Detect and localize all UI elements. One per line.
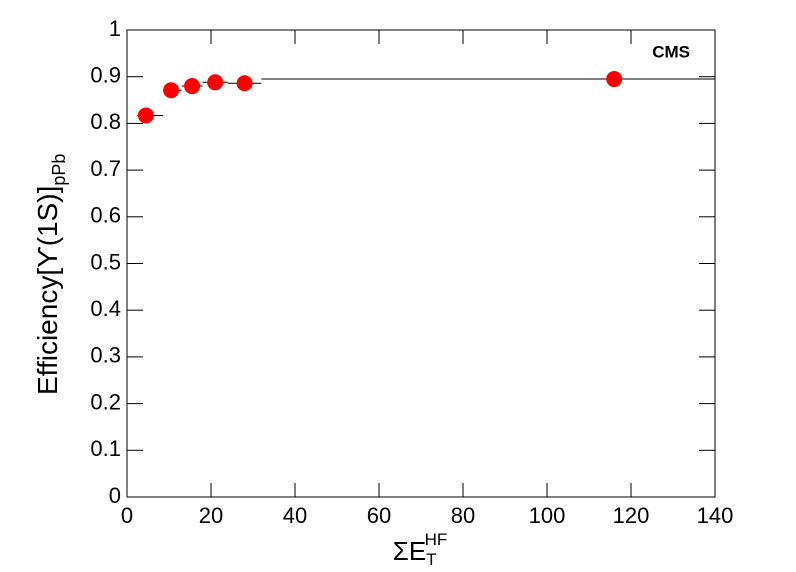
y-tick-label: 1 xyxy=(109,16,121,41)
data-point xyxy=(236,75,253,92)
y-tick-label: 0.6 xyxy=(90,203,121,228)
x-tick-label: 100 xyxy=(529,503,566,528)
y-tick-label: 0.4 xyxy=(90,296,121,321)
y-tick-label: 0.1 xyxy=(90,436,121,461)
data-point xyxy=(184,78,201,95)
x-label-sup: HF xyxy=(425,530,448,549)
x-tick-label: 120 xyxy=(613,503,650,528)
data-point xyxy=(137,107,154,124)
y-axis-label: Efficiency[ϒ(1S)]pPb xyxy=(32,154,68,395)
y-tick-label: 0.8 xyxy=(90,109,121,134)
y-tick-label: 0.9 xyxy=(90,63,121,88)
data-point xyxy=(606,71,623,88)
y-tick-label: 0.7 xyxy=(90,156,121,181)
plot-frame xyxy=(126,29,716,498)
y-label-sub: pPb xyxy=(49,154,69,186)
x-label-sub: T xyxy=(426,550,436,569)
y-tick-label: 0.5 xyxy=(90,249,121,274)
x-axis-label: ΣETHF xyxy=(393,530,447,569)
y-tick-label: 0.3 xyxy=(90,343,121,368)
data-point xyxy=(163,82,180,99)
x-tick-label: 60 xyxy=(367,503,391,528)
x-tick-label: 140 xyxy=(697,503,734,528)
y-tick-label: 0.2 xyxy=(90,389,121,414)
y-label-main: Efficiency[ϒ(1S)] xyxy=(32,186,63,395)
annotation: CMS xyxy=(652,42,690,61)
x-tick-label: 40 xyxy=(283,503,307,528)
x-tick-label: 80 xyxy=(451,503,475,528)
x-tick-label: 0 xyxy=(121,503,133,528)
data-point xyxy=(207,74,224,91)
y-tick-label: 0 xyxy=(109,483,121,508)
x-tick-label: 20 xyxy=(199,503,223,528)
x-label-main: ΣE xyxy=(393,536,426,566)
